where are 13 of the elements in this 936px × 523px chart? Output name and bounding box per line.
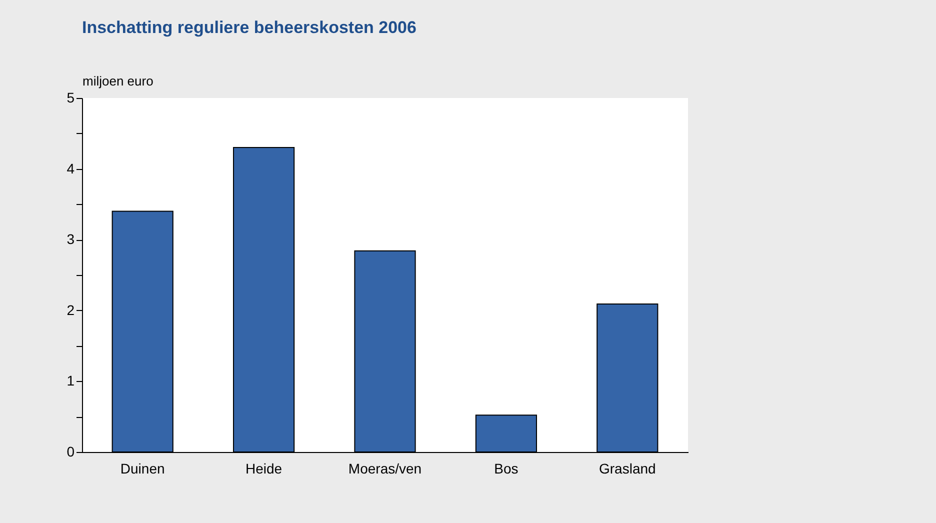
x-tick-label: Heide bbox=[246, 460, 282, 476]
y-tick-label: 5 bbox=[66, 90, 75, 106]
x-tick-label: Bos bbox=[494, 460, 518, 476]
y-axis-title: miljoen euro bbox=[82, 74, 154, 88]
y-tick-label: 4 bbox=[66, 160, 75, 176]
chart-title: Inschatting reguliere beheerskosten 2006 bbox=[82, 18, 416, 37]
y-tick-label: 1 bbox=[66, 372, 75, 389]
x-tick-label: Duinen bbox=[120, 460, 165, 476]
y-tick-label: 3 bbox=[66, 231, 75, 248]
x-tick-label: Grasland bbox=[598, 460, 656, 476]
y-tick-label: 0 bbox=[66, 444, 75, 460]
x-tick-label: Moeras/ven bbox=[348, 460, 422, 476]
y-tick-label: 2 bbox=[66, 302, 75, 318]
